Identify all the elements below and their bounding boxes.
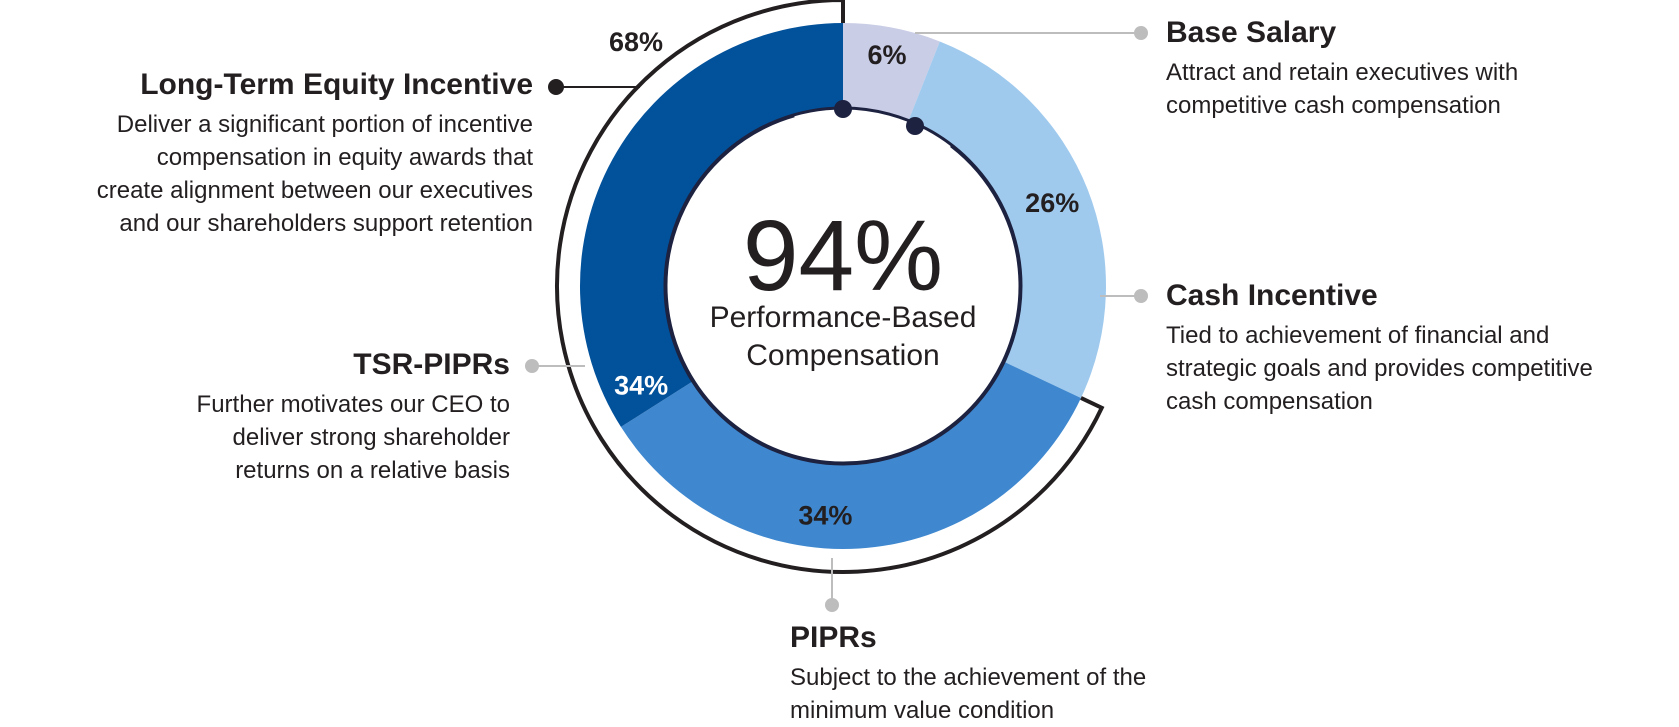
- label-base-salary-desc: Attract and retain executives with compe…: [1166, 56, 1666, 122]
- desc-line: Deliver a significant portion of incenti…: [116, 111, 533, 138]
- leader-dot-ltei: [548, 79, 564, 95]
- desc-line: Attract and retain executives with: [1166, 59, 1519, 86]
- desc-line: and our shareholders support retention: [119, 210, 533, 237]
- label-ltei-desc: Deliver a significant portion of incenti…: [0, 108, 533, 240]
- desc-line: Tied to achievement of financial and: [1166, 322, 1550, 349]
- desc-line: minimum value condition: [790, 697, 1055, 724]
- label-cash-incentive: Cash Incentive Tied to achievement of fi…: [1166, 281, 1676, 418]
- label-ltei-title: Long-Term Equity Incentive: [140, 68, 533, 101]
- center-label-line2: Compensation: [746, 339, 939, 372]
- slice-label-pipr: 34%: [798, 500, 852, 530]
- label-cash-incentive-title: Cash Incentive: [1166, 279, 1378, 312]
- slice-label-group: 6% 26% 34% 34%: [614, 40, 1079, 530]
- leader-lines: [525, 26, 1148, 612]
- label-tsr: TSR-PIPRs Further motivates our CEO to d…: [30, 350, 510, 487]
- desc-line: competitive cash compensation: [1166, 92, 1501, 119]
- desc-line: deliver strong shareholder: [232, 424, 511, 451]
- slice-label-tsr: 34%: [614, 370, 668, 400]
- label-tsr-desc: Further motivates our CEO to deliver str…: [30, 388, 510, 487]
- slice-label-cash-incentive: 26%: [1025, 188, 1079, 218]
- long-term-equity-bracket: [555, 0, 1105, 574]
- desc-line: create alignment between our executives: [96, 177, 533, 204]
- desc-line: strategic goals and provides competitive: [1166, 355, 1593, 382]
- label-ltei: Long-Term Equity Incentive Deliver a sig…: [0, 70, 533, 240]
- leader-dot-pipr: [825, 598, 839, 612]
- performance-arc-start-dot: [834, 100, 852, 118]
- slice-tsr: [580, 23, 843, 427]
- label-base-salary-title: Base Salary: [1166, 16, 1337, 49]
- label-tsr-title: TSR-PIPRs: [353, 348, 510, 381]
- leader-dot-base-salary: [1134, 26, 1148, 40]
- desc-line: returns on a relative basis: [235, 457, 510, 484]
- performance-arc-end-dot: [906, 117, 924, 135]
- slice-base-salary: [843, 23, 940, 121]
- slice-group: [580, 23, 1106, 549]
- desc-line: cash compensation: [1166, 388, 1373, 415]
- leader-dot-cash-incentive: [1134, 289, 1148, 303]
- desc-line: Subject to the achievement of the: [790, 664, 1147, 691]
- label-pipr-desc: Subject to the achievement of the minimu…: [790, 661, 1290, 727]
- center-label-line1: Performance-Based: [710, 301, 977, 334]
- desc-line: Further motivates our CEO to: [196, 391, 510, 418]
- leader-dot-tsr: [525, 359, 539, 373]
- slice-pipr: [620, 361, 1081, 549]
- label-base-salary: Base Salary Attract and retain executive…: [1166, 18, 1666, 122]
- slice-label-base-salary: 6%: [868, 40, 907, 70]
- label-pipr-title: PIPRs: [790, 621, 877, 654]
- performance-arc: [664, 114, 1022, 465]
- label-pipr: PIPRs Subject to the achievement of the …: [790, 623, 1290, 727]
- long-term-equity-percent: 68%: [609, 27, 663, 57]
- desc-line: compensation in equity awards that: [156, 144, 533, 171]
- center-value: 94%: [743, 200, 943, 312]
- slice-cash-incentive: [908, 41, 1106, 398]
- label-cash-incentive-desc: Tied to achievement of financial and str…: [1166, 319, 1676, 418]
